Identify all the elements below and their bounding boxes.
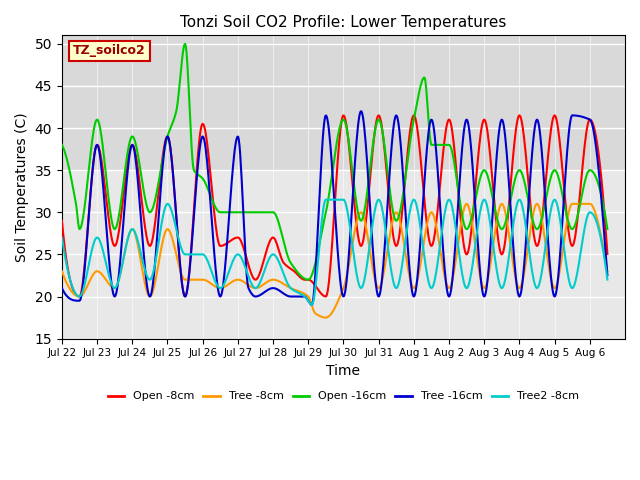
Bar [62,36,625,170]
X-axis label: Time: Time [326,364,360,378]
Text: TZ_soilco2: TZ_soilco2 [73,45,146,58]
Legend: Open -8cm, Tree -8cm, Open -16cm, Tree -16cm, Tree2 -8cm: Open -8cm, Tree -8cm, Open -16cm, Tree -… [103,387,584,406]
Title: Tonzi Soil CO2 Profile: Lower Temperatures: Tonzi Soil CO2 Profile: Lower Temperatur… [180,15,507,30]
Y-axis label: Soil Temperatures (C): Soil Temperatures (C) [15,112,29,262]
